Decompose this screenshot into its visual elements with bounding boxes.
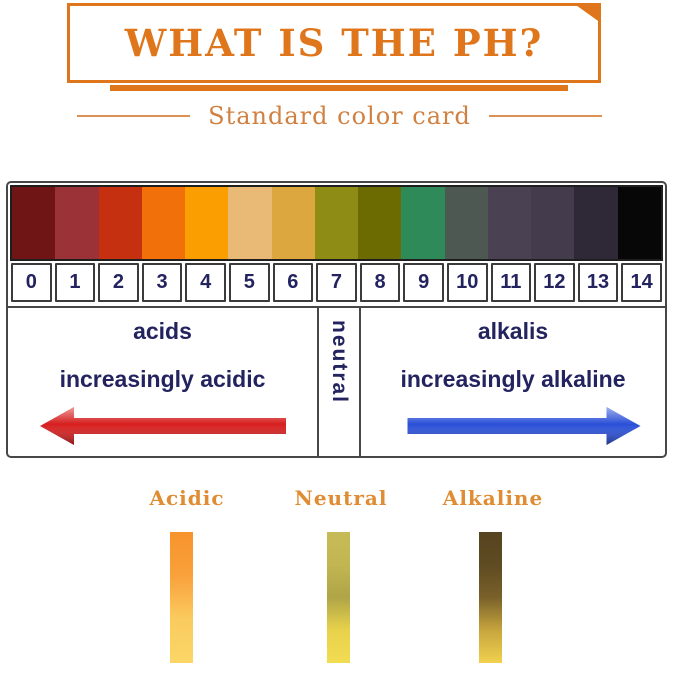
ph-swatch-9 xyxy=(401,187,445,259)
ph-number-2: 2 xyxy=(98,263,139,302)
alkaline-sample-label: Alkaline xyxy=(442,486,544,510)
ph-swatch-13 xyxy=(574,187,618,259)
alkalis-section: alkalis increasingly alkaline xyxy=(361,308,665,456)
ph-number-14: 14 xyxy=(621,263,662,302)
ph-swatch-7 xyxy=(314,187,359,259)
ph-swatch-10 xyxy=(444,187,488,259)
ph-swatch-3 xyxy=(141,187,186,259)
ph-number-12: 12 xyxy=(534,263,575,302)
ph-number-9: 9 xyxy=(403,263,444,302)
acids-label: acids xyxy=(133,318,192,344)
ph-swatch-0 xyxy=(12,187,56,259)
ph-swatch-14 xyxy=(617,187,661,259)
right-dash-line xyxy=(488,115,602,117)
ph-swatch-12 xyxy=(531,187,575,259)
number-row: 0 1 2 3 4 5 6 7 8 9 10 11 12 13 14 xyxy=(10,263,663,302)
neutral-test-strip xyxy=(327,532,350,663)
subtitle-row: Standard color card xyxy=(0,101,679,131)
ph-number-0: 0 xyxy=(11,263,52,302)
standard-color-card: 0 1 2 3 4 5 6 7 8 9 10 11 12 13 14 acids increasingly … xyxy=(6,181,667,458)
ph-number-5: 5 xyxy=(228,263,270,302)
ph-swatch-8 xyxy=(358,187,402,259)
ph-number-13: 13 xyxy=(577,263,619,302)
ph-swatch-2 xyxy=(98,187,142,259)
acids-section: acids increasingly acidic xyxy=(8,308,317,456)
folded-corner-icon xyxy=(573,3,601,23)
ph-swatch-6 xyxy=(271,187,315,259)
alkalis-label: alkalis xyxy=(477,318,549,344)
ph-number-8: 8 xyxy=(359,263,401,302)
subtitle: Standard color card xyxy=(208,102,471,130)
ph-swatch-11 xyxy=(487,187,532,259)
ph-swatch-1 xyxy=(55,187,99,259)
ph-number-3: 3 xyxy=(141,263,183,302)
zones-row: acids increasingly acidic neutral xyxy=(8,306,665,456)
ph-number-6: 6 xyxy=(272,263,314,302)
left-dash-line xyxy=(77,115,191,117)
title-underline xyxy=(110,85,568,91)
neutral-sample-label: Neutral xyxy=(294,486,388,510)
ph-number-10: 10 xyxy=(446,263,488,302)
neutral-section: neutral xyxy=(317,308,361,456)
acidic-sample-label: Acidic xyxy=(149,486,225,510)
acidic-test-strip xyxy=(170,532,193,663)
ph-number-4: 4 xyxy=(185,263,226,302)
alkalis-direction-label: increasingly alkaline xyxy=(400,366,626,392)
neutral-label: neutral xyxy=(328,320,351,405)
swatch-row xyxy=(10,185,663,261)
ph-swatch-5 xyxy=(228,187,272,259)
title-box: WHAT IS THE PH? xyxy=(67,3,601,83)
page-title: WHAT IS THE PH? xyxy=(124,21,544,65)
right-arrow-icon xyxy=(407,407,641,445)
alkaline-test-strip xyxy=(479,532,502,663)
ph-number-1: 1 xyxy=(54,263,96,302)
ph-number-11: 11 xyxy=(490,263,532,302)
ph-swatch-4 xyxy=(185,187,229,259)
acids-direction-label: increasingly acidic xyxy=(59,366,266,392)
ph-number-7: 7 xyxy=(316,263,357,302)
left-arrow-icon xyxy=(39,407,286,445)
